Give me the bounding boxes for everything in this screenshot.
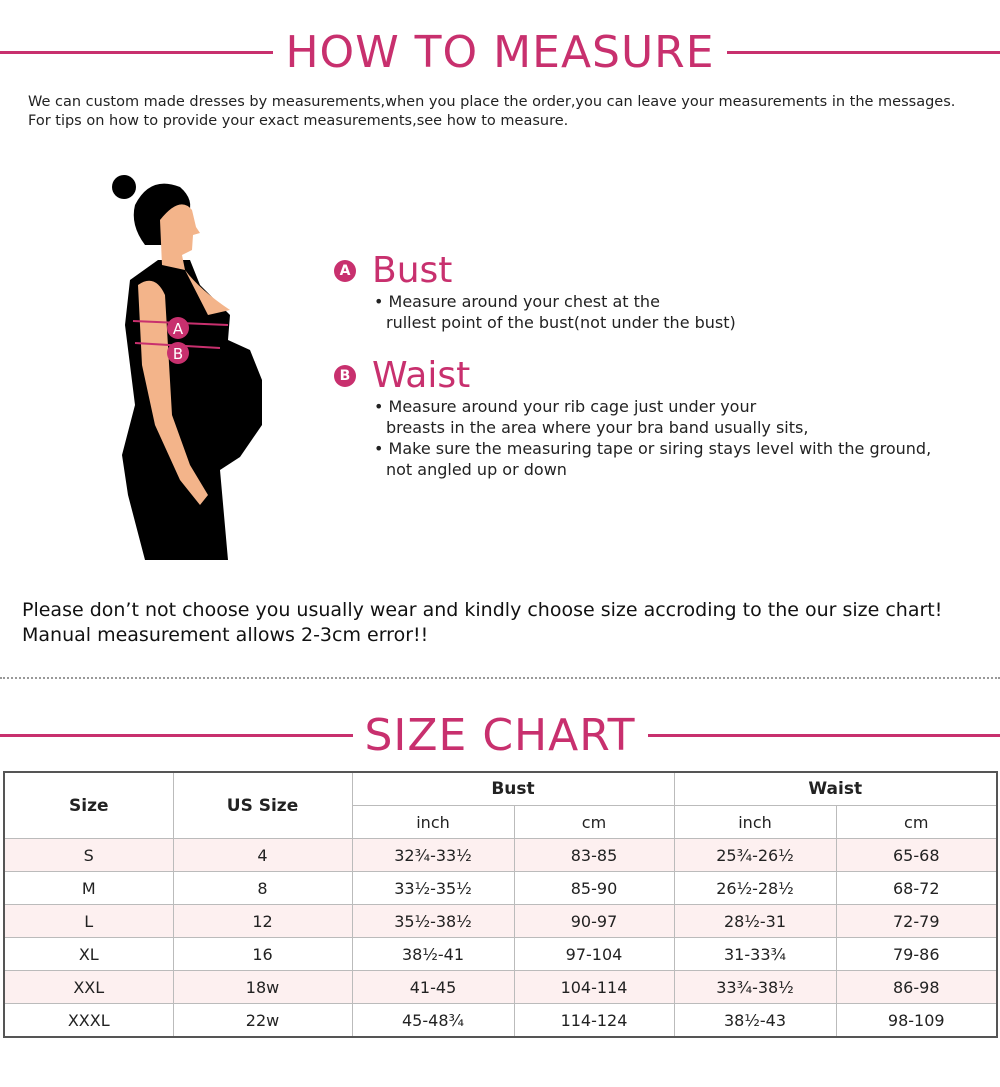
how-to-measure-header: HOW TO MEASURE xyxy=(0,27,1000,78)
table-cell: 16 xyxy=(172,937,353,971)
table-cell: L xyxy=(3,904,174,938)
table-cell: 38½-43 xyxy=(673,1003,837,1038)
label-a: A xyxy=(173,320,184,338)
note-line: Please don’t not choose you usually wear… xyxy=(22,599,943,621)
subheader-inch: inch xyxy=(673,805,837,839)
waist-title: Waist xyxy=(372,355,471,396)
table-cell: 65-68 xyxy=(835,838,998,872)
table-row: L 12 35½-38½ 90-97 28½-31 72-79 xyxy=(3,904,998,938)
table-cell: 86-98 xyxy=(835,970,998,1004)
table-cell: S xyxy=(3,838,174,872)
table-cell: XXL xyxy=(3,970,174,1004)
subheader-cm: cm xyxy=(835,805,998,839)
col-header-bust: Bust xyxy=(351,771,675,806)
table-cell: 31-33¾ xyxy=(673,937,837,971)
table-cell: 114-124 xyxy=(513,1003,675,1038)
table-cell: M xyxy=(3,871,174,905)
table-row: XXL 18w 41-45 104-114 33¾-38½ 86-98 xyxy=(3,970,998,1004)
table-cell: XL xyxy=(3,937,174,971)
col-header-size: Size xyxy=(3,771,174,839)
table-cell: 33½-35½ xyxy=(351,871,515,905)
dotted-divider xyxy=(0,677,1000,679)
table-row: XXXL 22w 45-48¾ 114-124 38½-43 98-109 xyxy=(3,1003,998,1038)
pregnant-figure-illustration: A B xyxy=(112,175,262,560)
table-cell: 45-48¾ xyxy=(351,1003,515,1038)
table-cell: 98-109 xyxy=(835,1003,998,1038)
size-chart-header: SIZE CHART xyxy=(0,710,1000,761)
bust-section: A Bust • Measure around your chest at the… xyxy=(334,250,736,333)
table-cell: 18w xyxy=(172,970,353,1004)
note-line: Manual measurement allows 2-3cm error!! xyxy=(22,624,429,646)
intro-line: For tips on how to provide your exact me… xyxy=(28,113,569,129)
table-cell: 85-90 xyxy=(513,871,675,905)
divider xyxy=(0,734,353,737)
table-cell: 25¾-26½ xyxy=(673,838,837,872)
col-header-us-size: US Size xyxy=(172,771,353,839)
col-header-waist: Waist xyxy=(673,771,998,806)
waist-instruction: not angled up or down xyxy=(386,460,567,479)
table-cell: 35½-38½ xyxy=(351,904,515,938)
table-cell: 104-114 xyxy=(513,970,675,1004)
intro-line: We can custom made dresses by measuremen… xyxy=(28,94,956,110)
table-cell: 41-45 xyxy=(351,970,515,1004)
table-cell: 90-97 xyxy=(513,904,675,938)
size-chart-table: Size US Size Bust Waist inch cm inch cm S 4 32¾-… xyxy=(3,771,998,1038)
table-cell: 22w xyxy=(172,1003,353,1038)
table-cell: 33¾-38½ xyxy=(673,970,837,1004)
table-cell: XXXL xyxy=(3,1003,174,1038)
bust-title: Bust xyxy=(372,250,453,291)
table-row: S 4 32¾-33½ 83-85 25¾-26½ 65-68 xyxy=(3,838,998,872)
table-cell: 97-104 xyxy=(513,937,675,971)
table-cell: 79-86 xyxy=(835,937,998,971)
subheader-cm: cm xyxy=(513,805,675,839)
badge-b: B xyxy=(334,364,356,387)
divider xyxy=(726,51,1000,54)
table-cell: 4 xyxy=(172,838,353,872)
bust-instruction: rullest point of the bust(not under the … xyxy=(386,313,736,332)
table-row: XL 16 38½-41 97-104 31-33¾ 79-86 xyxy=(3,937,998,971)
waist-section: B Waist • Measure around your rib cage ju… xyxy=(334,355,931,480)
waist-instruction: • Make sure the measuring tape or siring… xyxy=(374,439,932,458)
subheader-inch: inch xyxy=(351,805,515,839)
divider xyxy=(647,734,1000,737)
table-cell: 68-72 xyxy=(835,871,998,905)
waist-instruction: breasts in the area where your bra band … xyxy=(386,418,809,437)
badge-a: A xyxy=(334,259,356,282)
divider xyxy=(0,51,274,54)
bust-instruction: • Measure around your chest at the xyxy=(374,292,660,311)
section-title: SIZE CHART xyxy=(364,710,636,761)
table-cell: 32¾-33½ xyxy=(351,838,515,872)
section-title: HOW TO MEASURE xyxy=(285,27,715,78)
table-cell: 38½-41 xyxy=(351,937,515,971)
table-cell: 26½-28½ xyxy=(673,871,837,905)
waist-instruction: • Measure around your rib cage just unde… xyxy=(374,397,757,416)
table-cell: 8 xyxy=(172,871,353,905)
table-cell: 72-79 xyxy=(835,904,998,938)
table-cell: 28½-31 xyxy=(673,904,837,938)
table-row: M 8 33½-35½ 85-90 26½-28½ 68-72 xyxy=(3,871,998,905)
label-b: B xyxy=(173,345,183,363)
size-note: Please don’t not choose you usually wear… xyxy=(22,598,942,648)
intro-text: We can custom made dresses by measuremen… xyxy=(28,93,955,131)
table-cell: 12 xyxy=(172,904,353,938)
table-cell: 83-85 xyxy=(513,838,675,872)
